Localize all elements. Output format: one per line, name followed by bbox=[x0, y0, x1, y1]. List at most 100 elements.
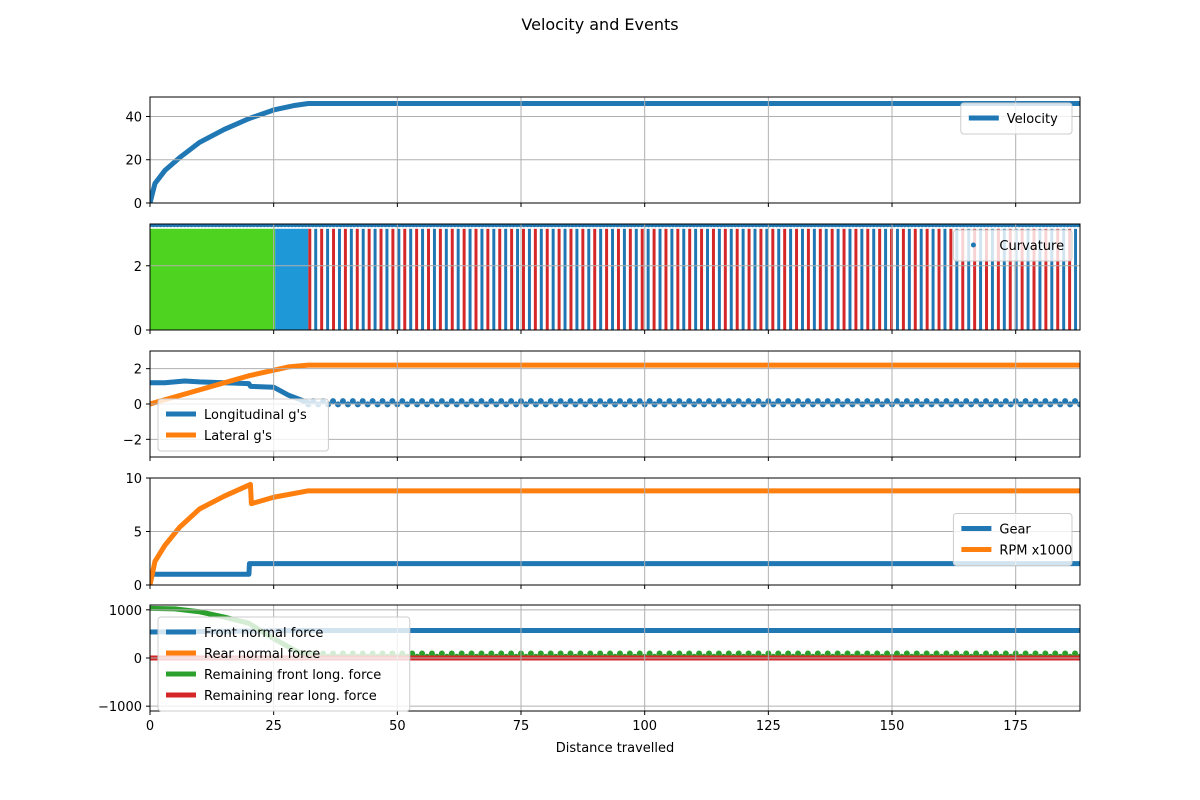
event-stripe bbox=[783, 228, 787, 330]
legend: Velocity bbox=[960, 102, 1073, 135]
event-stripe bbox=[848, 228, 852, 330]
series-point-longitudinal-g-s bbox=[903, 398, 910, 405]
series-point-longitudinal-g-s bbox=[775, 398, 782, 405]
panel-2: 0 2 Curvature bbox=[134, 223, 1081, 339]
series-point-remaining-front-long-force bbox=[775, 650, 782, 657]
event-stripe bbox=[533, 228, 537, 330]
series-point-remaining-front-long-force bbox=[508, 650, 515, 657]
x-tick-label: 125 bbox=[756, 719, 781, 734]
event-stripe bbox=[527, 228, 531, 330]
event-stripe bbox=[397, 228, 401, 330]
event-stripe bbox=[961, 228, 965, 330]
series-point-longitudinal-g-s bbox=[834, 398, 841, 405]
event-stripe bbox=[373, 228, 377, 330]
x-tick-label: 100 bbox=[632, 719, 657, 734]
event-stripe bbox=[866, 228, 870, 330]
x-tick-label: 0 bbox=[146, 719, 154, 734]
series-point-remaining-front-long-force bbox=[409, 650, 416, 657]
series-point-longitudinal-g-s bbox=[755, 398, 762, 405]
event-stripe bbox=[599, 228, 603, 330]
y-tick-label: 5 bbox=[134, 526, 142, 541]
event-stripe bbox=[985, 228, 988, 330]
series-point-remaining-front-long-force bbox=[725, 650, 732, 657]
series-point-longitudinal-g-s bbox=[567, 398, 574, 405]
series-point-remaining-front-long-force bbox=[983, 650, 990, 657]
event-stripe bbox=[842, 228, 846, 330]
series-point-remaining-front-long-force bbox=[557, 650, 564, 657]
series-point-longitudinal-g-s bbox=[339, 398, 346, 405]
series-point-remaining-front-long-force bbox=[814, 650, 821, 657]
series-point-longitudinal-g-s bbox=[874, 398, 881, 405]
event-stripe bbox=[973, 228, 977, 330]
event-stripe bbox=[801, 228, 804, 330]
series-point-remaining-front-long-force bbox=[745, 650, 752, 657]
event-stripe bbox=[872, 228, 876, 330]
series-point-longitudinal-g-s bbox=[913, 398, 920, 405]
series-point-longitudinal-g-s bbox=[646, 398, 653, 405]
legend-label: Longitudinal g's bbox=[204, 408, 307, 423]
event-stripe bbox=[326, 228, 330, 330]
series-point-remaining-front-long-force bbox=[676, 650, 683, 657]
series-point-longitudinal-g-s bbox=[616, 398, 623, 405]
event-stripe bbox=[670, 228, 674, 330]
event-stripe bbox=[955, 228, 959, 330]
series-point-longitudinal-g-s bbox=[983, 398, 990, 405]
series-line-velocity bbox=[150, 100, 1080, 203]
series-line-gear bbox=[152, 561, 1080, 577]
panel-4: 0 5 10 Gear RPM x1000 bbox=[125, 472, 1081, 594]
series-point-remaining-front-long-force bbox=[864, 650, 871, 657]
series-point-longitudinal-g-s bbox=[666, 398, 673, 405]
series-point-longitudinal-g-s bbox=[547, 398, 554, 405]
event-stripe bbox=[516, 228, 520, 330]
legend-box bbox=[960, 102, 1073, 135]
series-point-remaining-front-long-force bbox=[933, 650, 940, 657]
series-point-remaining-front-long-force bbox=[1042, 650, 1049, 657]
series-point-remaining-front-long-force bbox=[1032, 650, 1039, 657]
series-point-longitudinal-g-s bbox=[399, 398, 406, 405]
series-point-longitudinal-g-s bbox=[438, 398, 445, 405]
series-point-longitudinal-g-s bbox=[1002, 398, 1009, 405]
series-point-longitudinal-g-s bbox=[1032, 398, 1039, 405]
series-point-remaining-front-long-force bbox=[1002, 650, 1009, 657]
legend-label: Rear normal force bbox=[204, 647, 320, 662]
event-stripe bbox=[308, 228, 312, 330]
event-stripe bbox=[812, 228, 816, 330]
event-stripe bbox=[379, 228, 383, 330]
event-stripe bbox=[836, 228, 840, 330]
series-point-longitudinal-g-s bbox=[1052, 398, 1059, 405]
series-point-remaining-front-long-force bbox=[884, 650, 891, 657]
legend-box bbox=[952, 229, 1073, 262]
series-point-longitudinal-g-s bbox=[359, 398, 366, 405]
event-stripe bbox=[1056, 228, 1060, 330]
series-point-longitudinal-g-s bbox=[686, 398, 693, 405]
series-point-remaining-front-long-force bbox=[527, 650, 534, 657]
series-point-longitudinal-g-s bbox=[448, 398, 455, 405]
y-tick-label: 0 bbox=[134, 324, 142, 339]
event-stripe bbox=[480, 228, 484, 330]
event-stripe bbox=[777, 228, 781, 330]
series-point-longitudinal-g-s bbox=[636, 398, 643, 405]
event-stripe bbox=[361, 228, 365, 330]
series-point-remaining-front-long-force bbox=[468, 650, 475, 657]
event-stripe bbox=[913, 228, 917, 330]
event-stripe bbox=[628, 228, 632, 330]
series-point-longitudinal-g-s bbox=[676, 398, 683, 405]
series-point-longitudinal-g-s bbox=[785, 398, 792, 405]
series-point-longitudinal-g-s bbox=[1022, 398, 1029, 405]
series-point-remaining-front-long-force bbox=[438, 650, 445, 657]
series-point-remaining-front-long-force bbox=[1022, 650, 1029, 657]
series-point-remaining-front-long-force bbox=[488, 650, 495, 657]
event-stripe bbox=[622, 228, 626, 330]
series-point-longitudinal-g-s bbox=[953, 398, 960, 405]
event-stripe bbox=[824, 228, 828, 330]
series-point-remaining-front-long-force bbox=[893, 650, 900, 657]
series-point-longitudinal-g-s bbox=[419, 398, 426, 405]
series-point-longitudinal-g-s bbox=[537, 398, 544, 405]
series-point-longitudinal-g-s bbox=[735, 398, 742, 405]
event-stripe bbox=[385, 228, 389, 330]
series-point-longitudinal-g-s bbox=[992, 398, 999, 405]
series-point-longitudinal-g-s bbox=[508, 398, 515, 405]
series-point-remaining-front-long-force bbox=[1062, 650, 1069, 657]
y-tick-label: 10 bbox=[125, 472, 142, 487]
series-point-longitudinal-g-s bbox=[715, 398, 722, 405]
